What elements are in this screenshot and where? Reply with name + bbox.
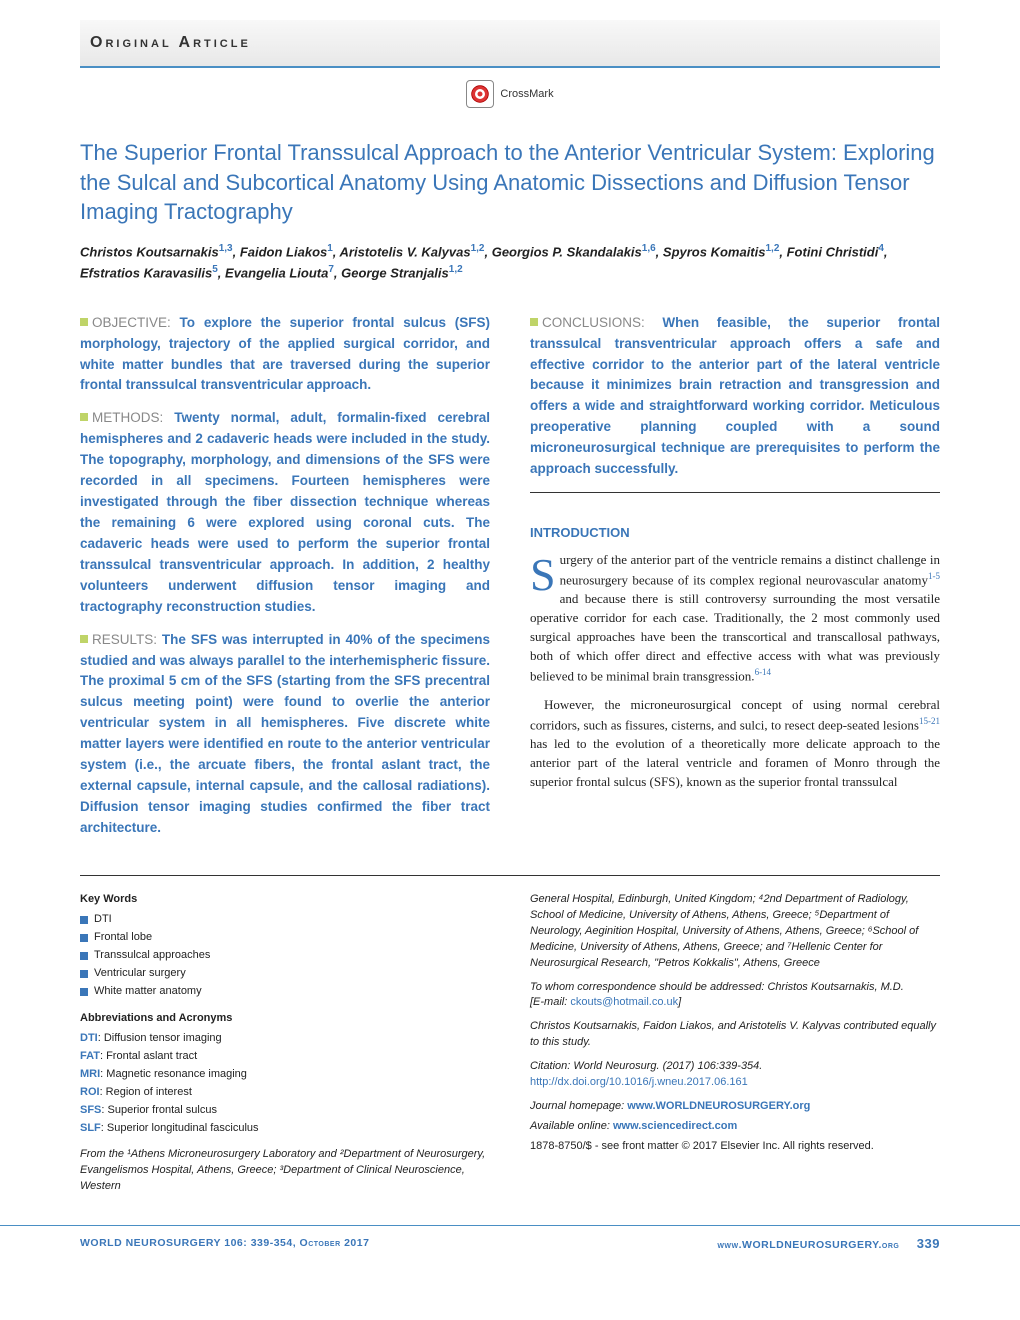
homepage-link[interactable]: www.WORLDNEUROSURGERY.org bbox=[627, 1100, 810, 1112]
bullet-icon bbox=[530, 318, 538, 326]
correspondence: To whom correspondence should be address… bbox=[530, 980, 940, 996]
metadata-right-column: General Hospital, Edinburgh, United King… bbox=[530, 892, 940, 1195]
abbreviation-item: SFS: Superior frontal sulcus bbox=[80, 1103, 490, 1119]
abbreviations-heading: Abbreviations and Acronyms bbox=[80, 1011, 490, 1027]
abbreviation-item: SLF: Superior longitudinal fasciculus bbox=[80, 1121, 490, 1137]
abbreviations-list: DTI: Diffusion tensor imaging FAT: Fronta… bbox=[80, 1031, 490, 1137]
abstract-container: OBJECTIVE: To explore the superior front… bbox=[80, 313, 940, 851]
abbreviation-item: ROI: Region of interest bbox=[80, 1085, 490, 1101]
abbreviation-item: MRI: Magnetic resonance imaging bbox=[80, 1067, 490, 1083]
keyword-item: Ventricular surgery bbox=[80, 966, 490, 982]
journal-homepage: Journal homepage: www.WORLDNEUROSURGERY.… bbox=[530, 1099, 940, 1115]
keyword-item: DTI bbox=[80, 912, 490, 928]
bullet-icon bbox=[80, 916, 88, 924]
introduction-body: Surgery of the anterior part of the vent… bbox=[530, 551, 940, 791]
bullet-icon bbox=[80, 970, 88, 978]
crossmark-badge[interactable]: CrossMark bbox=[80, 80, 940, 108]
email-link[interactable]: ckouts@hotmail.co.uk bbox=[570, 996, 678, 1008]
page-footer: WORLD NEUROSURGERY 106: 339-354, October… bbox=[0, 1225, 1020, 1271]
online-link[interactable]: www.sciencedirect.com bbox=[613, 1120, 737, 1132]
divider bbox=[530, 492, 940, 493]
article-title: The Superior Frontal Transsulcal Approac… bbox=[80, 138, 940, 227]
article-type-label: Original Article bbox=[90, 34, 251, 52]
keywords-heading: Key Words bbox=[80, 892, 490, 908]
available-online: Available online: www.sciencedirect.com bbox=[530, 1119, 940, 1135]
bullet-icon bbox=[80, 413, 88, 421]
keyword-item: Frontal lobe bbox=[80, 930, 490, 946]
bullet-icon bbox=[80, 318, 88, 326]
affiliations-from: From the ¹Athens Microneurosurgery Labor… bbox=[80, 1147, 490, 1195]
divider bbox=[80, 875, 940, 876]
keyword-item: Transsulcal approaches bbox=[80, 948, 490, 964]
abstract-left-column: OBJECTIVE: To explore the superior front… bbox=[80, 313, 490, 851]
abstract-results: RESULTS: The SFS was interrupted in 40% … bbox=[80, 630, 490, 839]
keywords-list: DTI Frontal lobe Transsulcal approaches Ven… bbox=[80, 912, 490, 1000]
article-metadata: Key Words DTI Frontal lobe Transsulcal app… bbox=[80, 892, 940, 1195]
abstract-methods: METHODS: Twenty normal, adult, formalin-… bbox=[80, 408, 490, 617]
metadata-left-column: Key Words DTI Frontal lobe Transsulcal app… bbox=[80, 892, 490, 1195]
introduction-heading: INTRODUCTION bbox=[530, 523, 940, 543]
contribution-note: Christos Koutsarnakis, Faidon Liakos, an… bbox=[530, 1019, 940, 1051]
citation: Citation: World Neurosurg. (2017) 106:33… bbox=[530, 1059, 940, 1075]
abstract-right-column: CONCLUSIONS: When feasible, the superior… bbox=[530, 313, 940, 851]
article-type-header: Original Article bbox=[80, 20, 940, 68]
bullet-icon bbox=[80, 952, 88, 960]
authors-list: Christos Koutsarnakis1,3, Faidon Liakos1… bbox=[80, 241, 940, 283]
abstract-objective: OBJECTIVE: To explore the superior front… bbox=[80, 313, 490, 397]
footer-right-group: www.WORLDNEUROSURGERY.org 339 bbox=[717, 1236, 940, 1251]
doi-link[interactable]: http://dx.doi.org/10.1016/j.wneu.2017.06… bbox=[530, 1075, 940, 1091]
affiliations-continued: General Hospital, Edinburgh, United King… bbox=[530, 892, 940, 972]
crossmark-icon bbox=[466, 80, 494, 108]
intro-p2: However, the microneurosurgical concept … bbox=[530, 696, 940, 792]
page-number: 339 bbox=[917, 1236, 940, 1251]
correspondence-email: [E-mail: ckouts@hotmail.co.uk] bbox=[530, 995, 940, 1011]
copyright: 1878-8750/$ - see front matter © 2017 El… bbox=[530, 1139, 940, 1155]
keyword-item: White matter anatomy bbox=[80, 984, 490, 1000]
crossmark-text: CrossMark bbox=[500, 88, 553, 100]
bullet-icon bbox=[80, 934, 88, 942]
intro-p1: Surgery of the anterior part of the vent… bbox=[530, 551, 940, 686]
footer-url[interactable]: www.WORLDNEUROSURGERY.org bbox=[717, 1239, 899, 1251]
dropcap: S bbox=[530, 551, 560, 594]
abbreviation-item: FAT: Frontal aslant tract bbox=[80, 1049, 490, 1065]
bullet-icon bbox=[80, 988, 88, 996]
bullet-icon bbox=[80, 635, 88, 643]
footer-citation: WORLD NEUROSURGERY 106: 339-354, October… bbox=[80, 1237, 369, 1249]
abstract-conclusions: CONCLUSIONS: When feasible, the superior… bbox=[530, 313, 940, 480]
abbreviation-item: DTI: Diffusion tensor imaging bbox=[80, 1031, 490, 1047]
